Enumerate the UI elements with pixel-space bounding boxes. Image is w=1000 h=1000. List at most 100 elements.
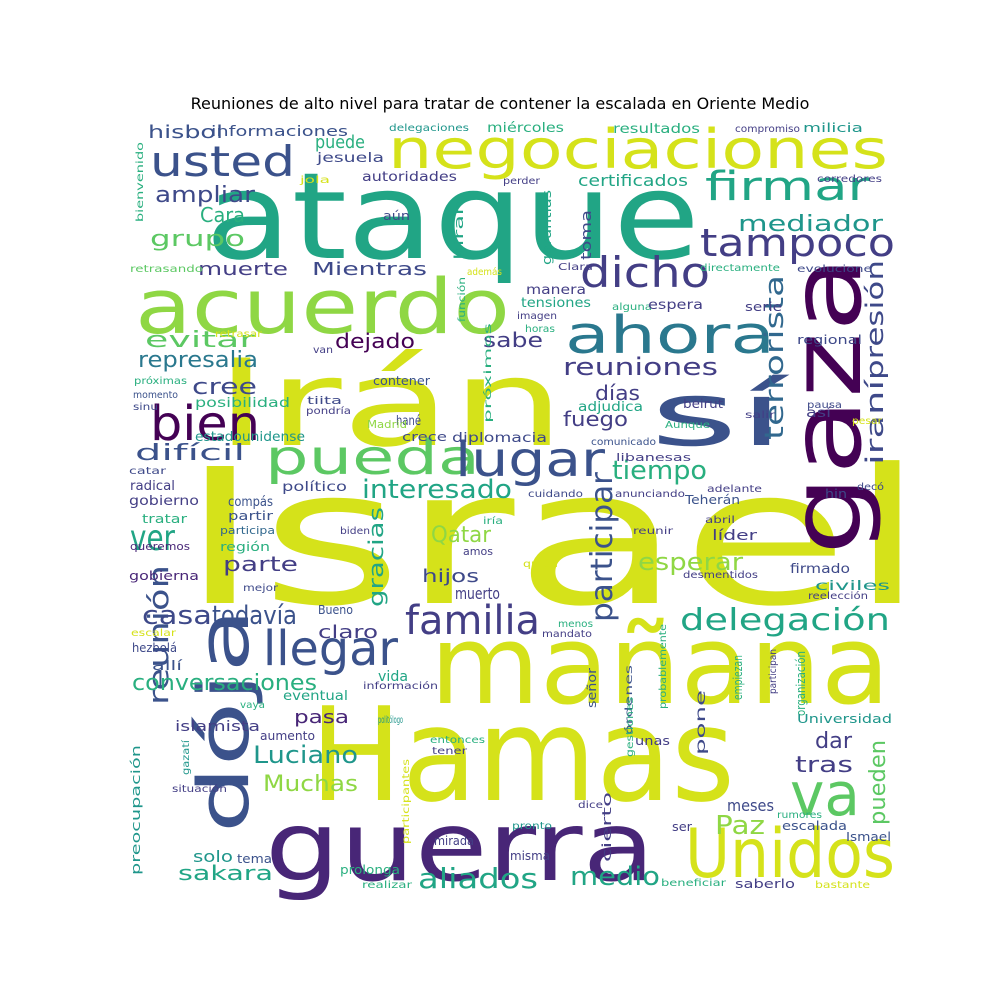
word-cloud-word: hijos [422, 566, 479, 587]
word-cloud-word: probablemente [658, 624, 669, 709]
word-cloud-word: difícil [135, 441, 245, 466]
word-cloud-word: acuerdo [135, 262, 510, 351]
word-cloud-word: adelante [707, 484, 762, 495]
word-cloud-word: toma [579, 210, 595, 260]
word-cloud-word: beirut [683, 397, 723, 411]
word-cloud-word: van [313, 345, 333, 356]
word-cloud-word: Aunque [665, 420, 710, 431]
word-cloud-word: tampoco [700, 221, 895, 265]
word-cloud-word: dicho [580, 248, 710, 297]
word-cloud-word: civiles [815, 579, 890, 594]
word-cloud-word: beneficiar [661, 878, 727, 889]
word-cloud-word: Israel [180, 429, 925, 648]
word-cloud-word: gestiones [625, 697, 636, 757]
word-cloud-word: usted [150, 137, 295, 186]
word-cloud-word: pausa [807, 400, 842, 411]
word-cloud-word: Bueno [318, 603, 353, 617]
word-cloud-word: hané [396, 414, 421, 429]
word-cloud-word: próximas [134, 375, 187, 387]
word-cloud-word: reunión [142, 565, 175, 705]
word-cloud-word: negociaciones [388, 118, 888, 181]
word-cloud-word: Mientras [312, 259, 427, 280]
word-cloud-word: imagen [517, 311, 557, 322]
word-cloud-word: eventual [283, 689, 348, 704]
word-cloud-word: mejor [243, 583, 279, 594]
word-cloud-word: dója [183, 608, 265, 833]
word-cloud-word: momento [133, 390, 178, 401]
word-cloud-word: ser [672, 820, 692, 834]
word-cloud-word: esperar [638, 548, 743, 576]
word-cloud-word: evitar [145, 328, 257, 353]
word-cloud-word: mirada [434, 834, 474, 848]
word-cloud-word: decó [857, 481, 884, 493]
word-cloud-word: bienvenido [135, 142, 146, 222]
word-cloud-word: politólogo [378, 714, 403, 726]
word-cloud-word: directamente [700, 263, 780, 274]
word-cloud-word: mediador [738, 212, 884, 237]
word-cloud-word: pone [694, 690, 709, 755]
word-cloud-word: estadounidense [195, 430, 305, 445]
word-cloud-word: aumento [260, 729, 315, 743]
word-cloud-word: cierto [600, 792, 614, 862]
word-cloud-word: dar [815, 729, 853, 754]
word-cloud-word: gaza [770, 255, 884, 555]
word-cloud-word: ampliar [155, 183, 256, 208]
word-cloud-word: pesar [852, 416, 883, 427]
word-cloud-word: tiempo [612, 456, 707, 486]
word-cloud-word: serie [745, 300, 782, 314]
word-cloud-word: ataque [205, 148, 700, 287]
word-cloud-word: región [220, 540, 270, 554]
word-cloud-word: además [467, 266, 502, 278]
word-cloud-word: diplomacia [452, 431, 547, 446]
word-cloud-word: mañana [430, 601, 890, 729]
word-cloud-word: aún [383, 209, 410, 223]
word-cloud-word: unas [635, 734, 670, 748]
word-cloud-word: garantías [540, 190, 554, 265]
word-cloud-word: vaya [240, 700, 265, 711]
word-cloud-word: quién [523, 558, 558, 570]
word-cloud-word: pronto [512, 821, 552, 832]
word-cloud-word: preocupación [129, 745, 143, 875]
word-cloud-word: tratar [142, 512, 187, 526]
word-cloud-word: manera [526, 283, 586, 298]
word-cloud-word: solo [193, 847, 233, 866]
word-cloud-word: Teherán [684, 493, 740, 507]
word-cloud-word: Clara [558, 262, 593, 273]
word-cloud-word: participantes [401, 759, 412, 844]
word-cloud-word: compromiso [735, 124, 800, 135]
word-cloud-word: saberlo [735, 877, 795, 891]
word-cloud-word: queremos [130, 540, 190, 553]
word-cloud-word: pueda [265, 430, 480, 486]
word-cloud-word: así [806, 406, 832, 421]
word-cloud-word: firmado [790, 562, 850, 577]
word-cloud-word: adjudica [578, 400, 643, 415]
word-cloud-word: vida [378, 669, 408, 685]
word-cloud-word: abril [705, 515, 735, 526]
word-cloud-word: puede [315, 132, 365, 153]
word-cloud-word: parte [223, 552, 298, 576]
word-cloud-word: familia [405, 598, 540, 644]
word-cloud-word: entonces [430, 735, 485, 746]
word-cloud-word: reuniones [563, 353, 718, 381]
word-cloud-word: gobierno [129, 494, 199, 509]
word-cloud-word: comunicado [591, 437, 656, 448]
word-cloud-word: pueden [866, 740, 891, 825]
word-cloud-word: pasa [294, 707, 349, 728]
word-cloud-word: gobierna [129, 569, 199, 583]
word-cloud-word: casa [142, 601, 212, 631]
word-cloud-word: rumores [777, 810, 822, 821]
word-cloud-word: lugar [455, 432, 605, 488]
word-cloud-word: Hamas [310, 679, 735, 831]
word-cloud-word: pondría [306, 405, 351, 417]
word-cloud-word: catar [129, 466, 167, 477]
word-cloud-word: gazatí [180, 739, 192, 775]
word-cloud-word: compás [228, 495, 273, 510]
word-cloud-word: libanesas [616, 451, 691, 464]
word-cloud-word: claro [318, 622, 378, 643]
word-cloud-word: misma [510, 849, 550, 863]
word-cloud-word: participa [220, 524, 275, 537]
word-cloud-word: Madrid [367, 418, 407, 431]
word-cloud-word: muerto [455, 584, 500, 603]
word-cloud-word: va [790, 760, 860, 830]
word-cloud-word: salir [745, 410, 776, 421]
